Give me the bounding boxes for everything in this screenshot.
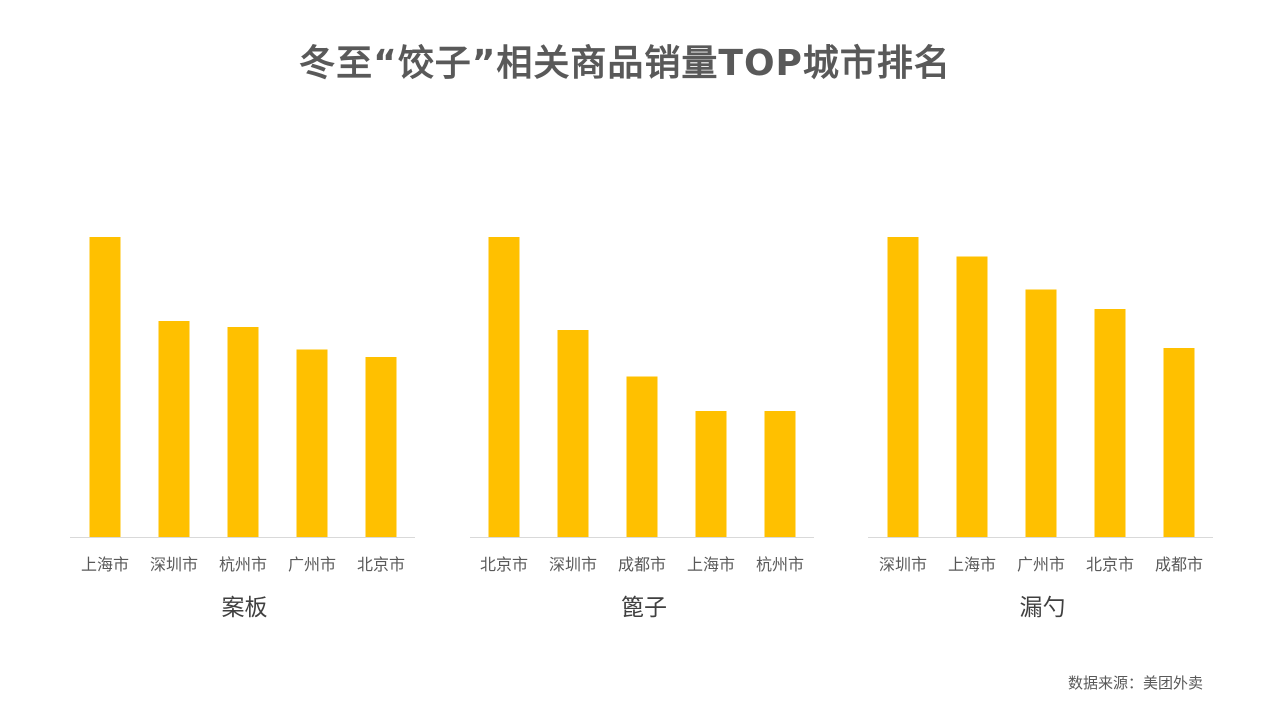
bar	[956, 256, 988, 537]
x-tick-label: 广州市	[1017, 555, 1065, 574]
bar	[1094, 309, 1126, 537]
x-tick-label: 北京市	[357, 555, 405, 574]
bar	[488, 237, 520, 537]
bar	[557, 330, 589, 537]
x-tick-label: 上海市	[687, 555, 735, 574]
x-tick-label: 深圳市	[150, 555, 198, 574]
bar	[626, 376, 658, 537]
x-tick-label: 杭州市	[756, 555, 804, 574]
x-axis-title: 案板	[222, 595, 268, 621]
bar	[89, 237, 121, 537]
x-tick-label: 成都市	[1155, 555, 1203, 574]
x-tick-label: 上海市	[948, 555, 996, 574]
x-tick-label: 广州市	[288, 555, 336, 574]
bar	[365, 357, 397, 537]
x-axis-title: 篦子	[621, 595, 667, 621]
bar	[887, 237, 919, 537]
x-tick-label: 深圳市	[879, 555, 927, 574]
x-tick-label: 上海市	[81, 555, 129, 574]
x-axis-title: 漏勺	[1020, 595, 1066, 621]
bar	[227, 327, 259, 537]
bar	[764, 411, 796, 537]
page-title: 冬至“饺子”相关商品销量TOP城市排名	[299, 43, 951, 84]
x-tick-label: 深圳市	[549, 555, 597, 574]
bar	[1025, 289, 1057, 537]
bar	[695, 411, 727, 537]
x-tick-label: 杭州市	[219, 555, 267, 574]
data-source-note: 数据来源：美团外卖	[1067, 674, 1203, 692]
bar	[158, 321, 190, 537]
x-tick-label: 成都市	[618, 555, 666, 574]
x-tick-label: 北京市	[1086, 555, 1134, 574]
bar	[1163, 348, 1195, 537]
bar	[296, 349, 328, 537]
x-tick-label: 北京市	[480, 555, 528, 574]
